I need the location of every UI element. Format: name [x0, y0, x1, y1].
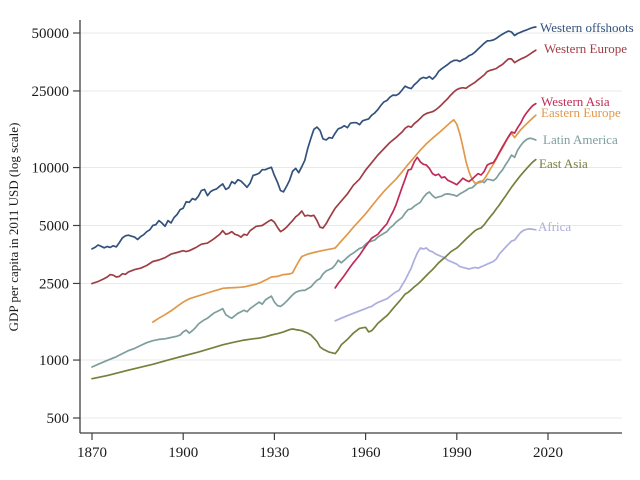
x-tick-label-1870: 1870: [77, 445, 107, 461]
y-tick-label-5000: 5000: [39, 219, 69, 235]
series-label-eastern-europe: Eastern Europe: [541, 105, 621, 120]
series-label-east-asia: East Asia: [539, 156, 588, 171]
series-label-western-europe: Western Europe: [544, 41, 627, 56]
x-tick-label-2020: 2020: [533, 445, 563, 461]
x-tick-label-1930: 1930: [259, 445, 289, 461]
series-line-eastern-europe: [151, 114, 537, 323]
series-label-africa: Africa: [538, 219, 571, 234]
series-line-western-europe: [91, 49, 537, 285]
series-line-latin-america: [91, 137, 537, 368]
series-line-western-offshoots: [91, 26, 537, 250]
y-tick-label-50000: 50000: [32, 26, 70, 42]
y-tick-label-25000: 25000: [32, 84, 70, 100]
x-tick-label-1900: 1900: [168, 445, 198, 461]
series-label-western-offshoots: Western offshoots: [540, 20, 634, 35]
series-label-western-asia: Western Asia: [541, 94, 610, 109]
series-label-latin-america: Latin America: [543, 132, 618, 147]
y-tick-label-1000: 1000: [39, 353, 69, 369]
series-line-east-asia: [91, 158, 537, 380]
x-tick-label-1960: 1960: [351, 445, 381, 461]
series-line-africa: [334, 228, 537, 322]
x-tick-label-1990: 1990: [442, 445, 472, 461]
series-line-western-asia: [334, 102, 537, 289]
y-tick-label-500: 500: [47, 411, 70, 427]
y-tick-label-2500: 2500: [39, 276, 69, 292]
y-tick-label-10000: 10000: [32, 161, 70, 177]
y-axis-title: GDP per capita in 2011 USD (log scale): [6, 122, 21, 332]
